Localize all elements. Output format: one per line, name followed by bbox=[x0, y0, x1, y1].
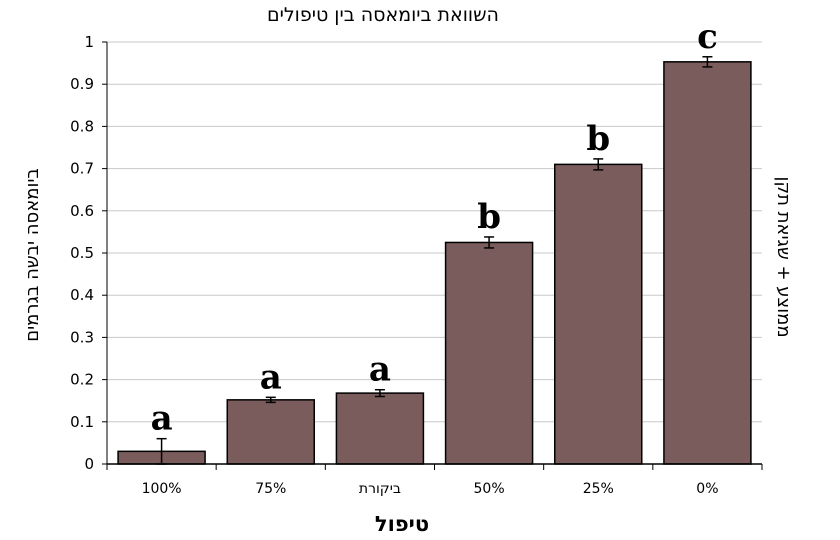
x-tick-label: 25% bbox=[583, 481, 614, 497]
x-tick-label: 50% bbox=[474, 481, 505, 497]
significance-letter: c bbox=[697, 17, 718, 57]
y-axis-title: ביומאסה יבשה בגרמים bbox=[22, 168, 43, 342]
chart-title: השוואת ביומאסה בין טיפולים bbox=[267, 4, 499, 26]
y-tick-label: 0.1 bbox=[70, 413, 94, 431]
significance-letter: b bbox=[586, 119, 610, 159]
y-tick-label: 0.2 bbox=[70, 371, 94, 389]
x-tick-label: 100% bbox=[142, 481, 182, 497]
significance-letter: a bbox=[151, 399, 173, 439]
error-bars bbox=[156, 56, 713, 465]
y-tick-label: 1 bbox=[84, 33, 94, 51]
significance-letters: a a a b b c bbox=[151, 17, 718, 439]
significance-letter: b bbox=[477, 197, 501, 237]
y-tick-label: 0.6 bbox=[70, 202, 94, 220]
significance-letter: a bbox=[369, 350, 391, 390]
x-tick-label: 75% bbox=[255, 481, 286, 497]
gridlines bbox=[102, 41, 763, 470]
y-tick-label: 0.9 bbox=[70, 75, 94, 93]
y-tick-label: 0 bbox=[84, 455, 94, 473]
y-tick-label: 0.5 bbox=[70, 244, 94, 262]
bar bbox=[663, 61, 752, 465]
bar bbox=[226, 399, 315, 465]
significance-letter: a bbox=[260, 357, 282, 397]
x-tick-label: 0% bbox=[696, 481, 718, 497]
y-tick-label: 0.3 bbox=[70, 328, 94, 346]
y-tick-label: 0.8 bbox=[70, 117, 94, 135]
y-tick-label: 0.7 bbox=[70, 160, 94, 178]
bar bbox=[444, 241, 534, 465]
x-tick-labels: 100% 75% ביקורת 50% 25% 0% bbox=[142, 481, 719, 497]
y-tick-labels: 0 0.1 0.2 0.3 0.4 0.5 0.6 0.7 0.8 0.9 1 bbox=[70, 33, 94, 473]
right-axis-title: ממוצע + שגיאת תקן bbox=[773, 176, 794, 337]
x-axis-title: טיפול bbox=[375, 512, 429, 536]
bar bbox=[554, 163, 643, 465]
y-tick-label: 0.4 bbox=[70, 286, 94, 304]
bars bbox=[117, 61, 752, 465]
x-tick-label: ביקורת bbox=[359, 481, 401, 497]
bar bbox=[335, 392, 425, 465]
